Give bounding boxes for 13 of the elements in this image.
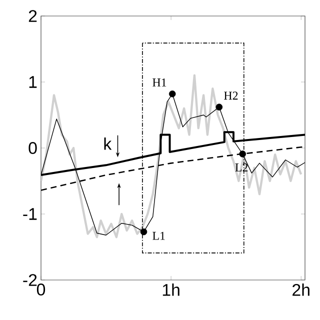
x-tick-label: 1h bbox=[162, 284, 180, 296]
y-tick-label: -1 bbox=[23, 208, 37, 220]
annotation: L1 bbox=[152, 232, 165, 240]
x-tick-label: 0 bbox=[36, 284, 46, 296]
x-tick-label: 2h bbox=[292, 284, 310, 296]
y-tick-label: 1 bbox=[29, 76, 37, 88]
y-tick-label: 0 bbox=[28, 142, 37, 154]
annotation: H2 bbox=[224, 92, 238, 100]
y-tick-label: 2 bbox=[28, 10, 37, 22]
annotation: L2 bbox=[235, 163, 248, 172]
y-tick-label: -2 bbox=[23, 274, 37, 286]
annotation: H1 bbox=[152, 78, 166, 86]
annotation: k bbox=[104, 137, 112, 150]
